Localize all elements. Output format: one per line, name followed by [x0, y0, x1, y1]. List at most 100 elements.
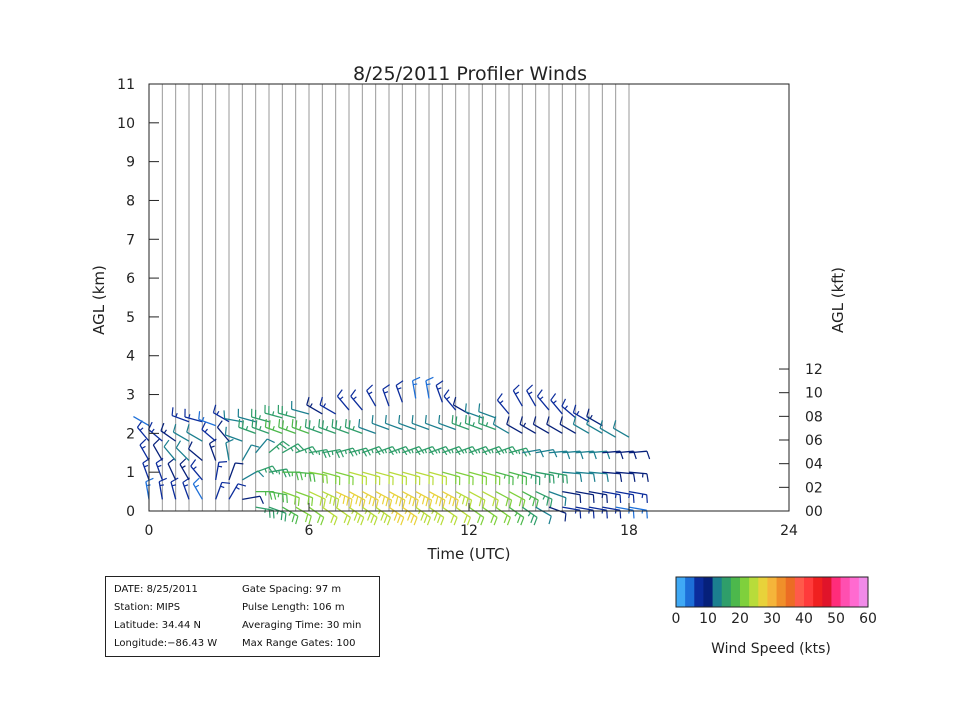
- colorbar-swatch: [694, 577, 704, 607]
- colorbar-swatch: [795, 577, 805, 607]
- wind-barb: [496, 507, 511, 525]
- vertical-grid: [162, 84, 629, 511]
- wind-barb: [469, 472, 486, 485]
- colorbar-swatch: [703, 577, 713, 607]
- wind-barb: [536, 472, 554, 483]
- wind-barb: [149, 422, 163, 441]
- colorbar-tick-label: 20: [731, 611, 749, 627]
- colorbar-swatch: [731, 577, 741, 607]
- wind-barb: [509, 472, 526, 485]
- wind-barb: [242, 471, 263, 480]
- wind-barb: [242, 445, 259, 461]
- colorbar-swatch: [713, 577, 723, 607]
- y-tick-label: 7: [126, 232, 135, 248]
- colorbar-swatch: [767, 577, 777, 607]
- colorbar-swatch: [841, 577, 851, 607]
- wind-barb: [351, 390, 363, 410]
- wind-barb: [629, 451, 650, 459]
- y-tick-label: 10: [117, 116, 135, 132]
- x-tick-label: 18: [620, 523, 638, 539]
- x-tick-label: 12: [460, 523, 478, 539]
- wind-barb: [133, 417, 149, 426]
- colorbar-title: Wind Speed (kts): [711, 641, 831, 657]
- wind-barb: [509, 507, 524, 525]
- x-tick-label: 0: [145, 523, 154, 539]
- x-tick-label: 24: [780, 523, 798, 539]
- wind-barb: [296, 472, 315, 482]
- wind-barb: [337, 390, 349, 410]
- y2-tick-label: 08: [805, 409, 823, 425]
- wind-barb: [442, 507, 457, 525]
- colorbar-swatch: [813, 577, 823, 607]
- wind-barb: [527, 385, 536, 406]
- y-tick-label: 0: [126, 504, 135, 520]
- info-averaging-time: Averaging Time: 30 min: [242, 620, 361, 631]
- wind-barb: [229, 484, 246, 500]
- wind-barb: [416, 507, 431, 525]
- wind-barb: [549, 507, 566, 521]
- wind-barb: [349, 507, 364, 525]
- colorbar-swatch: [722, 577, 732, 607]
- x-axis-title: Time (UTC): [427, 545, 511, 563]
- wind-barb: [216, 482, 230, 499]
- wind-barb: [226, 439, 234, 460]
- wind-barb: [359, 419, 376, 433]
- colorbar-tick-label: 30: [763, 611, 781, 627]
- wind-barb: [551, 393, 563, 413]
- colorbar-swatch: [859, 577, 869, 607]
- wind-barb: [479, 403, 496, 417]
- wind-barb: [153, 439, 162, 460]
- wind-barb: [176, 441, 189, 461]
- info-station: Station: MIPS: [114, 602, 180, 613]
- wind-barb: [171, 478, 178, 499]
- y2-tick-label: 04: [805, 457, 823, 473]
- wind-barb: [482, 472, 499, 485]
- colorbar-swatch: [685, 577, 695, 607]
- wind-barb: [416, 472, 433, 485]
- wind-barb: [576, 507, 594, 518]
- wind-barb: [172, 407, 189, 421]
- wind-barb: [140, 439, 149, 460]
- station-info-box: DATE: 8/25/2011 Station: MIPS Latitude: …: [105, 576, 380, 657]
- wind-barb: [191, 459, 203, 479]
- wind-barb: [278, 405, 295, 418]
- wind-barb: [413, 377, 421, 398]
- wind-barb: [216, 462, 227, 480]
- wind-barb: [217, 421, 229, 441]
- wind-barb: [616, 507, 634, 518]
- colorbar-tick-label: 60: [859, 611, 877, 627]
- wind-barb: [349, 472, 366, 485]
- y2-axis-title: AGL (kft): [829, 267, 847, 333]
- wind-barb: [589, 507, 607, 518]
- wind-barb: [402, 507, 417, 525]
- wind-barb: [522, 472, 539, 485]
- colorbar-tick-label: 10: [699, 611, 717, 627]
- y2-tick-label: 12: [805, 362, 823, 378]
- wind-barb: [229, 463, 243, 480]
- wind-barb: [265, 405, 282, 418]
- wind-barb: [482, 507, 497, 525]
- wind-barb: [389, 472, 406, 485]
- wind-barb: [193, 478, 202, 499]
- wind-barb: [442, 472, 459, 485]
- wind-barb: [562, 472, 581, 482]
- y-tick-label: 5: [126, 310, 135, 326]
- wind-barbs: [133, 377, 649, 525]
- wind-barb: [629, 492, 647, 503]
- y-tick-label: 11: [117, 77, 135, 93]
- info-pulse-length: Pulse Length: 106 m: [242, 602, 345, 613]
- wind-barb: [629, 507, 647, 518]
- colorbar-swatch: [777, 577, 787, 607]
- y-axis-title: AGL (km): [90, 265, 108, 335]
- y-tick-label: 6: [126, 271, 135, 287]
- wind-barb: [549, 472, 567, 483]
- colorbar-swatch: [676, 577, 686, 607]
- wind-barb: [159, 478, 167, 499]
- wind-barb: [146, 478, 154, 499]
- wind-barb: [367, 385, 376, 406]
- colorbar-swatch: [831, 577, 841, 607]
- colorbar-tick-label: 0: [672, 611, 681, 627]
